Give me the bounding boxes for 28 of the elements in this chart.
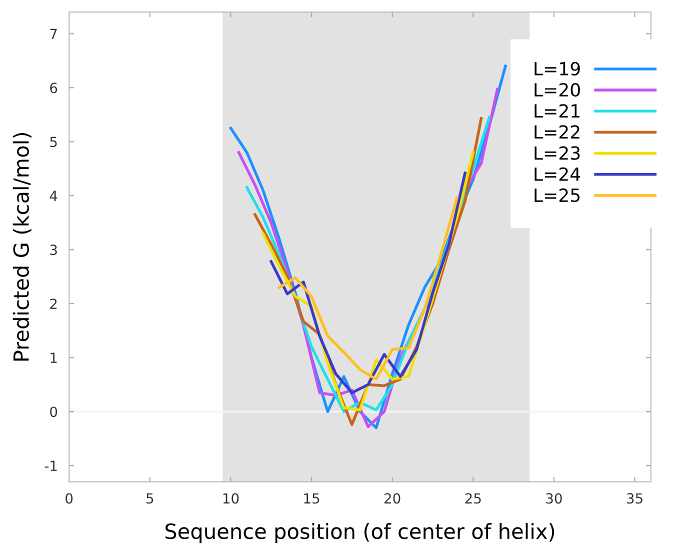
x-tick-label: 30 [546, 493, 562, 504]
x-tick-label: 5 [146, 493, 154, 504]
x-tick-label: 35 [626, 493, 642, 504]
x-tick-label: 15 [304, 493, 320, 504]
y-tick-label: 7 [50, 28, 57, 39]
y-tick-label: 6 [50, 82, 58, 94]
legend-label: L=21 [534, 104, 580, 118]
line-series [278, 196, 458, 381]
line-series [270, 172, 466, 394]
y-tick-label: 2 [50, 298, 57, 309]
y-tick-label: 5 [50, 136, 57, 148]
y-axis-title: Predicted G (kcal/mol) [12, 133, 32, 361]
y-tick-label: 0 [50, 406, 58, 418]
x-tick-label: 25 [465, 493, 481, 504]
y-tick-label: 1 [50, 352, 57, 363]
y-tick-label: 4 [50, 190, 58, 201]
x-tick-label: 20 [384, 493, 400, 504]
legend-label: L=23 [534, 146, 580, 160]
legend-label: L=24 [534, 167, 580, 181]
y-tick-label: 3 [50, 244, 57, 256]
legend-label: L=19 [534, 62, 580, 76]
legend-label: L=22 [534, 125, 580, 139]
y-tick-label: -1 [44, 460, 57, 471]
legend-label: L=20 [534, 82, 580, 97]
x-tick-label: 10 [223, 493, 239, 504]
legend-label: L=25 [534, 188, 580, 202]
x-tick-label: 0 [66, 493, 73, 504]
x-axis-title: Sequence position (of center of helix) [166, 523, 554, 544]
